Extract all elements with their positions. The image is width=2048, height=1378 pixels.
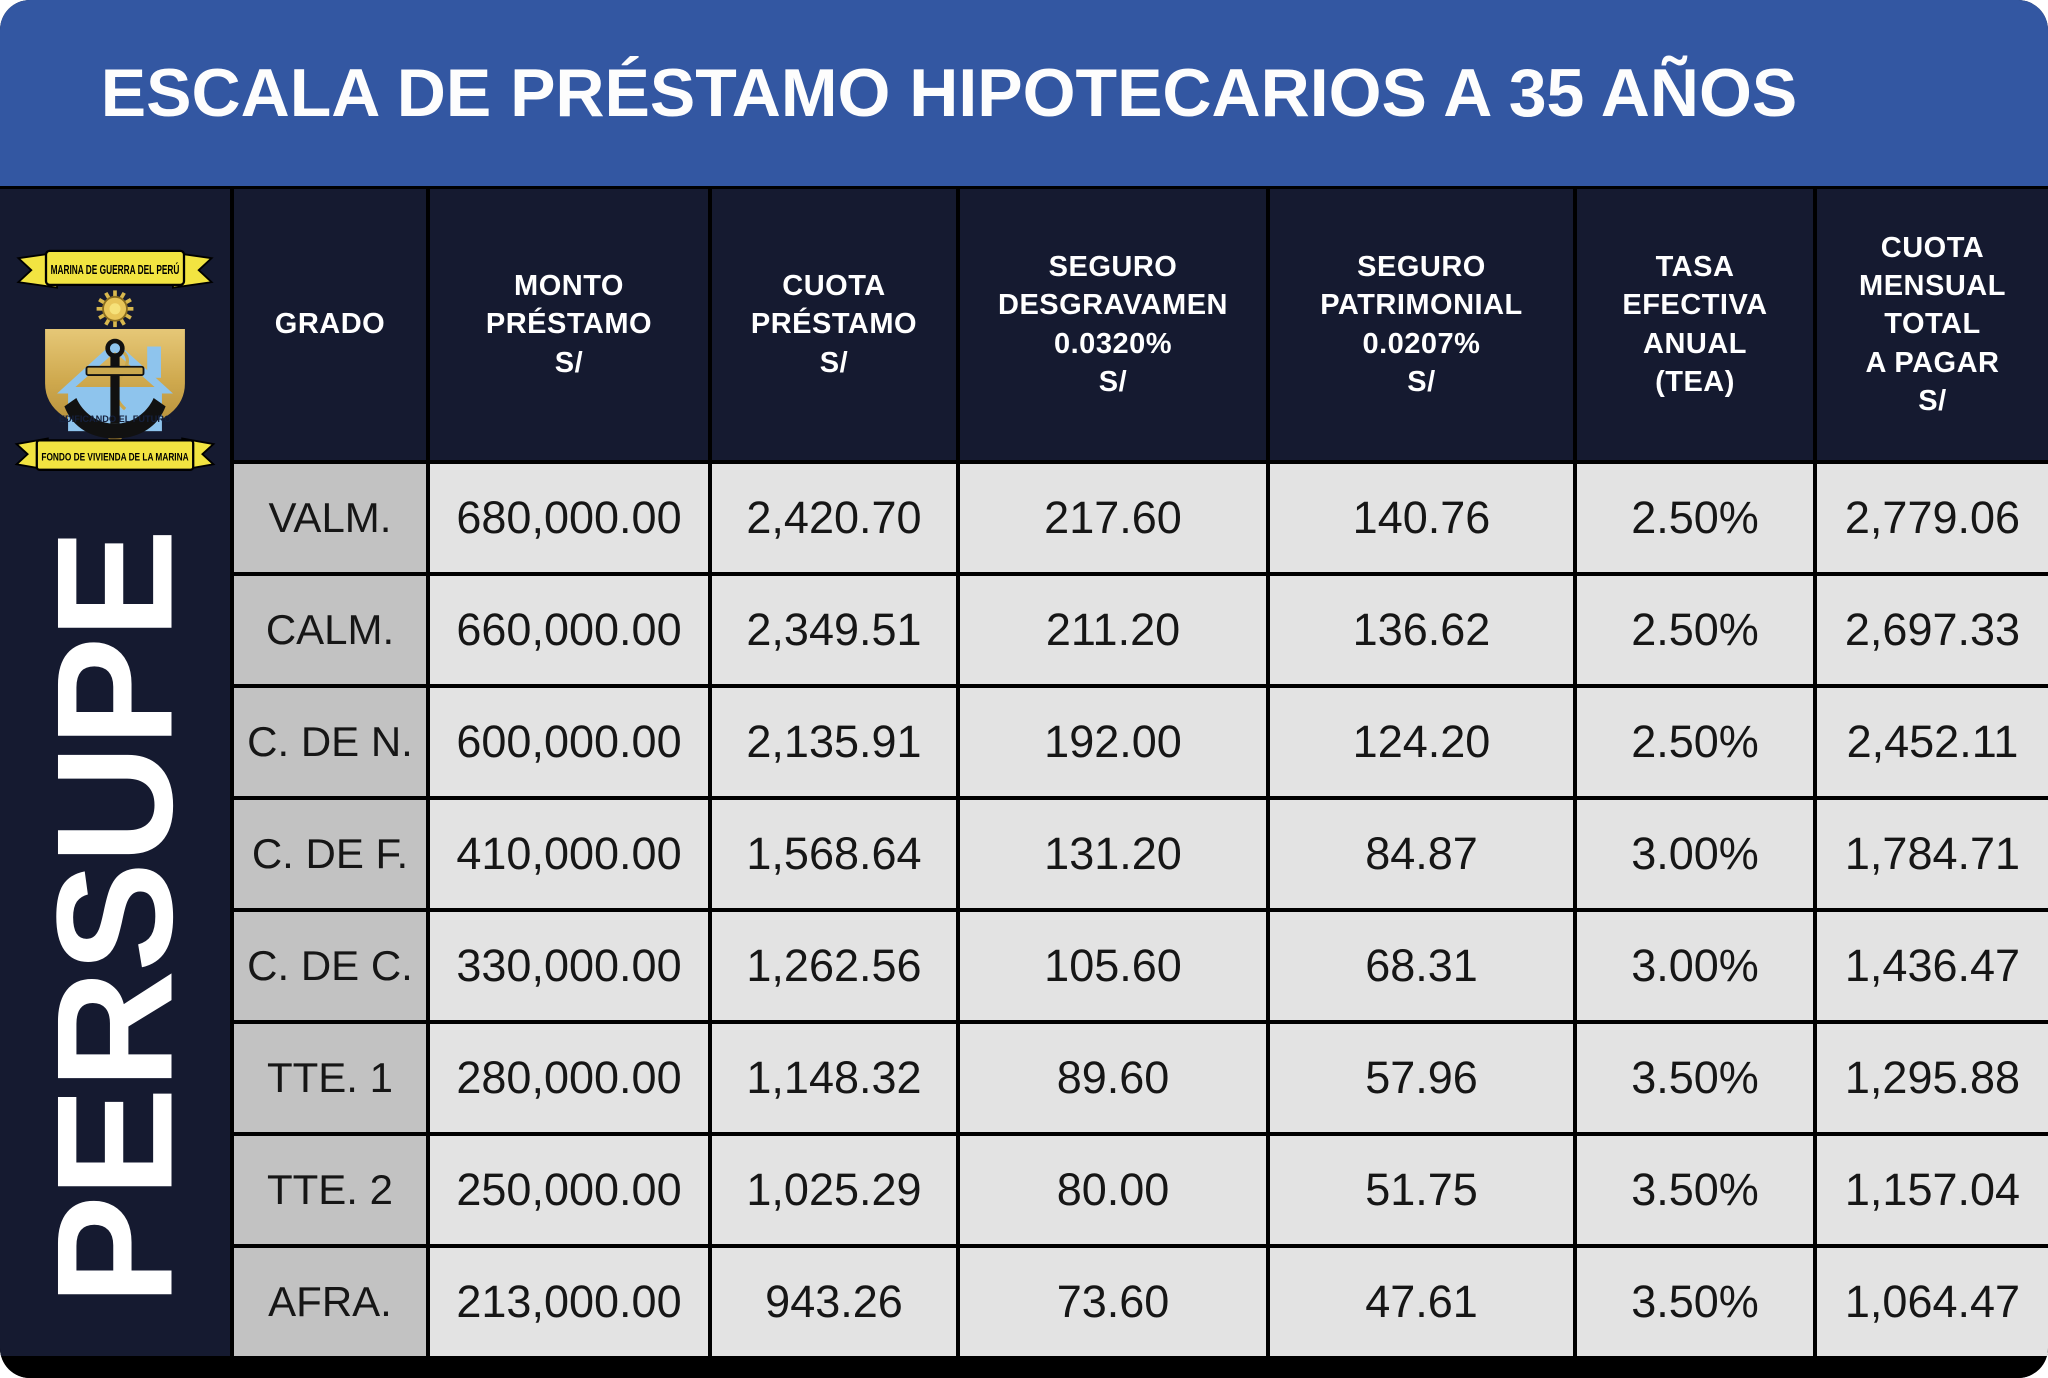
page-title: ESCALA DE PRÉSTAMO HIPOTECARIOS A 35 AÑO… xyxy=(100,55,1798,131)
value-cell: 680,000.00 xyxy=(430,464,708,572)
value-cell: 136.62 xyxy=(1270,576,1573,684)
sunburst-icon xyxy=(96,290,134,328)
value-cell: 1,064.47 xyxy=(1817,1248,2048,1356)
value-cell: 3.00% xyxy=(1577,912,1813,1020)
grade-cell: TTE. 2 xyxy=(234,1136,426,1244)
title-banner: ESCALA DE PRÉSTAMO HIPOTECARIOS A 35 AÑO… xyxy=(0,0,2048,186)
bottom-ribbon: FONDO DE VIVIENDA DE LA MARINA xyxy=(14,437,216,471)
persupe-vertical-label: PERSUPE xyxy=(22,531,207,1306)
value-cell: 660,000.00 xyxy=(430,576,708,684)
value-cell: 1,784.71 xyxy=(1817,800,2048,908)
grade-cell: C. DE F. xyxy=(234,800,426,908)
anchor-icon xyxy=(64,338,166,439)
value-cell: 2.50% xyxy=(1577,576,1813,684)
sidebar: MARINA DE GUERRA DEL PERÚ xyxy=(0,189,230,1356)
grade-cell: AFRA. xyxy=(234,1248,426,1356)
value-cell: 250,000.00 xyxy=(430,1136,708,1244)
grade-cell: C. DE N. xyxy=(234,688,426,796)
value-cell: 3.50% xyxy=(1577,1248,1813,1356)
value-cell: 943.26 xyxy=(712,1248,956,1356)
value-cell: 600,000.00 xyxy=(430,688,708,796)
grade-cell: CALM. xyxy=(234,576,426,684)
value-cell: 2,349.51 xyxy=(712,576,956,684)
value-cell: 2,452.11 xyxy=(1817,688,2048,796)
loan-table: MARINA DE GUERRA DEL PERÚ xyxy=(0,186,2048,1356)
value-cell: 3.00% xyxy=(1577,800,1813,908)
value-cell: 140.76 xyxy=(1270,464,1573,572)
value-cell: 2,697.33 xyxy=(1817,576,2048,684)
value-cell: 217.60 xyxy=(960,464,1266,572)
value-cell: 2,420.70 xyxy=(712,464,956,572)
value-cell: 1,295.88 xyxy=(1817,1024,2048,1132)
shield: EDIFICANDO EL FUTURO xyxy=(43,327,187,449)
top-ribbon: MARINA DE GUERRA DEL PERÚ xyxy=(16,249,214,289)
grade-cell: TTE. 1 xyxy=(234,1024,426,1132)
top-ribbon-label: MARINA DE GUERRA DEL PERÚ xyxy=(51,262,180,277)
value-cell: 80.00 xyxy=(960,1136,1266,1244)
value-cell: 89.60 xyxy=(960,1024,1266,1132)
column-header-cuota-prestamo: CUOTA PRÉSTAMO S/ xyxy=(712,189,956,460)
value-cell: 3.50% xyxy=(1577,1024,1813,1132)
value-cell: 105.60 xyxy=(960,912,1266,1020)
value-cell: 68.31 xyxy=(1270,912,1573,1020)
value-cell: 213,000.00 xyxy=(430,1248,708,1356)
value-cell: 330,000.00 xyxy=(430,912,708,1020)
value-cell: 1,157.04 xyxy=(1817,1136,2048,1244)
bottom-ribbon-label: FONDO DE VIVIENDA DE LA MARINA xyxy=(41,452,188,464)
column-header-cuota-mensual-total: CUOTA MENSUAL TOTAL A PAGAR S/ xyxy=(1817,189,2048,460)
value-cell: 84.87 xyxy=(1270,800,1573,908)
shield-motto: EDIFICANDO EL FUTURO xyxy=(59,414,171,424)
column-header-seguro-patrimonial: SEGURO PATRIMONIAL 0.0207% S/ xyxy=(1270,189,1573,460)
fovimar-navy-logo: MARINA DE GUERRA DEL PERÚ xyxy=(14,249,216,471)
value-cell: 1,262.56 xyxy=(712,912,956,1020)
value-cell: 280,000.00 xyxy=(430,1024,708,1132)
column-header-grado: GRADO xyxy=(234,189,426,460)
value-cell: 1,025.29 xyxy=(712,1136,956,1244)
grade-cell: C. DE C. xyxy=(234,912,426,1020)
value-cell: 2.50% xyxy=(1577,464,1813,572)
value-cell: 2,135.91 xyxy=(712,688,956,796)
column-header-monto-prestamo: MONTO PRÉSTAMO S/ xyxy=(430,189,708,460)
value-cell: 1,436.47 xyxy=(1817,912,2048,1020)
bottom-strip xyxy=(0,1356,2048,1378)
value-cell: 131.20 xyxy=(960,800,1266,908)
value-cell: 192.00 xyxy=(960,688,1266,796)
value-cell: 211.20 xyxy=(960,576,1266,684)
value-cell: 47.61 xyxy=(1270,1248,1573,1356)
value-cell: 2.50% xyxy=(1577,688,1813,796)
column-header-tasa-efectiva: TASA EFECTIVA ANUAL (TEA) xyxy=(1577,189,1813,460)
value-cell: 57.96 xyxy=(1270,1024,1573,1132)
value-cell: 2,779.06 xyxy=(1817,464,2048,572)
value-cell: 124.20 xyxy=(1270,688,1573,796)
value-cell: 410,000.00 xyxy=(430,800,708,908)
grade-cell: VALM. xyxy=(234,464,426,572)
value-cell: 1,568.64 xyxy=(712,800,956,908)
value-cell: 3.50% xyxy=(1577,1136,1813,1244)
value-cell: 73.60 xyxy=(960,1248,1266,1356)
value-cell: 1,148.32 xyxy=(712,1024,956,1132)
column-header-seguro-desgravamen: SEGURO DESGRAVAMEN 0.0320% S/ xyxy=(960,189,1266,460)
value-cell: 51.75 xyxy=(1270,1136,1573,1244)
